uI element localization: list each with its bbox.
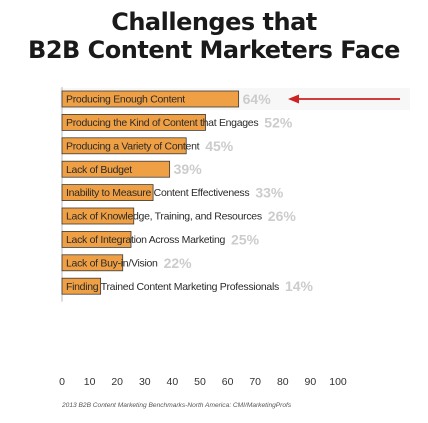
x-tick-label: 30 [139,376,151,388]
x-tick-label: 0 [59,376,65,388]
highlight-arrow-head [288,94,299,104]
bar [61,184,154,202]
value-label: 14% [285,278,314,294]
category-label: Lack of Budget [66,164,132,176]
x-tick-label: 60 [222,376,234,388]
x-tick-label: 20 [111,376,123,388]
bar [61,254,124,272]
category-label: Lack of Integration Across Marketing [66,234,225,246]
x-tick-label: 100 [329,376,347,388]
x-tick-label: 80 [277,376,289,388]
bar [61,230,132,248]
bar [61,114,206,131]
chart-title-line-2: B2B Content Marketers Face [28,36,400,64]
value-label: 26% [268,208,297,224]
bar [61,207,135,225]
category-label: Inability to Measure Content Effectivene… [66,187,249,199]
value-label: 25% [231,231,260,247]
x-tick-label: 50 [194,376,206,388]
value-label: 33% [255,185,284,201]
bar [61,137,187,155]
value-label: 52% [264,114,293,130]
x-tick-label: 70 [249,376,261,388]
chart-title-line-1: Challenges that [111,8,317,36]
x-tick-label: 90 [305,376,317,388]
category-label: Producing the Kind of Content that Engag… [66,117,258,129]
bar [61,90,240,108]
category-label: Lack of Buy-in/Vision [66,257,158,269]
category-label: Lack of Knowledge, Training, and Resourc… [66,211,262,223]
category-label: Producing Enough Content [66,94,185,106]
category-label: Producing a Variety of Content [66,140,200,152]
value-label: 45% [205,138,234,154]
value-label: 39% [174,161,203,177]
bar [61,160,171,178]
x-tick-label: 10 [84,376,96,388]
bar [61,277,102,295]
category-label: Finding Trained Content Marketing Profes… [66,281,279,293]
source-caption: 2013 B2B Content Marketing Benchmarks-No… [62,402,292,409]
x-tick-label: 40 [167,376,179,388]
value-label: 64% [243,91,272,107]
value-label: 22% [164,255,193,271]
